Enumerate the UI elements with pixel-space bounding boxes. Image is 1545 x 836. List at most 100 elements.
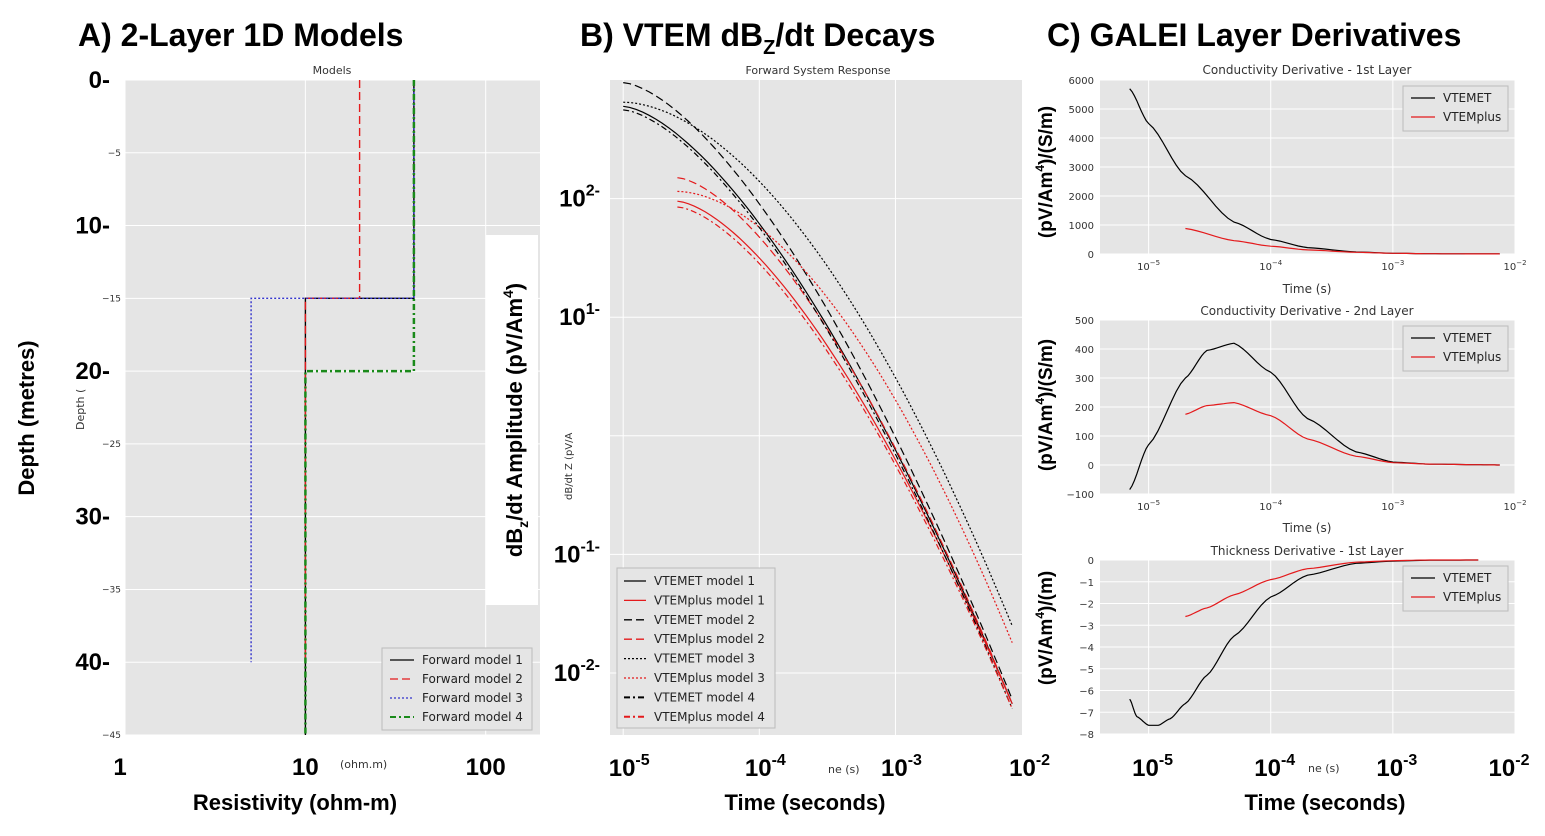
- series-line: [250, 80, 415, 663]
- deriv2-yticks: −100 0 100 200 300 400 500: [1067, 316, 1094, 501]
- y-tick-label: 5000: [1069, 105, 1094, 116]
- series-line: [304, 80, 416, 735]
- decays-legend: VTEMET model 1 VTEMplus model 1 VTEMET mod…: [616, 567, 776, 729]
- deriv3-overlay-xticks: 10-5 10-4 10-3 10-2: [1132, 752, 1529, 782]
- x-tick-label: 10-5: [1132, 752, 1173, 782]
- y-tick-label: −3: [1079, 621, 1094, 632]
- legend-label: VTEMplus: [1443, 350, 1501, 364]
- legend-label: VTEMET model 3: [654, 652, 755, 666]
- decays-lines: [623, 82, 1013, 709]
- series-line: [304, 80, 361, 663]
- series-line: [623, 109, 1013, 709]
- y-tick-label: 10-: [75, 213, 110, 240]
- x-tick-label: 10-4: [745, 752, 786, 782]
- y-tick-label: 0-: [89, 67, 110, 94]
- x-tick-label: 10−4: [1259, 259, 1283, 273]
- y-tick-label: 10-1-: [554, 538, 600, 568]
- series-line: [623, 105, 1013, 705]
- models-grid: [124, 79, 540, 736]
- y-tick-label: −15: [102, 294, 121, 304]
- x-tick-label: 10−3: [1381, 259, 1404, 273]
- models-small-yticks: −5 −15 −25 −35 −45: [102, 149, 121, 741]
- y-tick-label: −1: [1079, 578, 1094, 589]
- y-tick-label: 0: [1088, 250, 1094, 261]
- y-tick-label: 10-2-: [554, 657, 600, 687]
- y-tick-label: 300: [1075, 374, 1094, 385]
- y-tick-label: 101-: [559, 301, 600, 331]
- y-tick-label: 30-: [75, 504, 110, 531]
- y-tick-label: 1000: [1069, 221, 1094, 232]
- models-overlay-yticks: 0- 10- 20- 30- 40-: [75, 67, 110, 676]
- x-tick-label: 10−2: [1503, 259, 1526, 273]
- x-tick-label: 10-3: [881, 752, 922, 782]
- models-chart: Models −5 −15 −25 −35 −45 Depth ( (ohm.m) Fo…: [14, 64, 540, 815]
- decays-chart: Forward System Response dB/dt Z (pV/A ne…: [486, 64, 1050, 815]
- panel-a-heading: A) 2-Layer 1D Models: [78, 17, 403, 53]
- legend-label: VTEMET: [1443, 331, 1492, 345]
- y-tick-label: −4: [1079, 643, 1094, 654]
- x-tick-label: 10−3: [1381, 499, 1404, 513]
- x-tick-label: 100: [466, 754, 506, 781]
- legend-label: VTEMplus model 2: [654, 632, 765, 646]
- x-tick-label: 1: [113, 754, 126, 781]
- x-tick-label: 10-3: [1376, 752, 1417, 782]
- deriv1-title: Conductivity Derivative - 1st Layer: [1203, 63, 1412, 77]
- models-ylabel: Depth (metres): [14, 340, 39, 495]
- x-tick-label: 10-4: [1254, 752, 1295, 782]
- y-tick-label: 4000: [1069, 134, 1094, 145]
- deriv2-xlabel: Time (s): [1282, 521, 1332, 535]
- legend-label: VTEMplus model 4: [654, 710, 765, 724]
- series-line: [677, 177, 1013, 705]
- legend-label: VTEMplus model 3: [654, 671, 765, 685]
- y-tick-label: −7: [1079, 708, 1094, 719]
- x-tick-label: 10-5: [609, 752, 650, 782]
- y-tick-label: 100: [1075, 432, 1094, 443]
- y-tick-label: 102-: [559, 183, 600, 213]
- deriv3-small-xlabel: ne (s): [1308, 762, 1340, 775]
- x-tick-label: 10-2: [1009, 752, 1050, 782]
- deriv1-chart: Conductivity Derivative - 1st Layer 0 100…: [1033, 63, 1527, 296]
- decays-small-ylabel: dB/dt Z (pV/A: [564, 432, 575, 500]
- series-line: [677, 206, 1013, 709]
- deriv2-legend: VTEMET VTEMplus: [1402, 325, 1509, 372]
- x-tick-label: 10−5: [1137, 259, 1160, 273]
- decays-overlay-yticks: 102- 101- 10-1- 10-2-: [554, 183, 600, 687]
- deriv3-xlabel: Time (seconds): [1245, 790, 1406, 815]
- deriv3-chart: Thickness Derivative - 1st Layer −8−7−6−…: [1033, 544, 1530, 815]
- deriv2-lines: [1129, 342, 1500, 490]
- deriv1-ylabel: (pV/Am4)/(S/m): [1033, 106, 1057, 238]
- models-lines: [250, 80, 416, 735]
- series-line: [623, 82, 1013, 700]
- deriv1-yticks: 0 1000 2000 3000 4000 5000 6000: [1069, 76, 1094, 261]
- legend-label: VTEMET: [1443, 91, 1492, 105]
- y-tick-label: 0: [1088, 461, 1094, 472]
- decays-small-xlabel: ne (s): [828, 763, 860, 776]
- decays-ylabel: dBz/dt Amplitude (pV/Am4): [500, 283, 531, 557]
- models-title: Models: [313, 64, 352, 77]
- series-line: [1185, 227, 1500, 255]
- legend-label: Forward model 1: [422, 653, 523, 667]
- y-tick-label: −35: [102, 585, 121, 595]
- x-tick-label: 10−4: [1259, 499, 1283, 513]
- decays-xlabel: Time (seconds): [725, 790, 886, 815]
- deriv3-title: Thickness Derivative - 1st Layer: [1210, 544, 1404, 558]
- deriv2-ylabel: (pV/Am4)/(S/m): [1033, 339, 1057, 471]
- legend-label: Forward model 3: [422, 691, 523, 705]
- y-tick-label: 2000: [1069, 192, 1094, 203]
- series-line: [1185, 559, 1479, 618]
- models-small-xlabel: (ohm.m): [340, 758, 387, 771]
- models-plot-area: [125, 80, 540, 735]
- y-tick-label: −45: [102, 731, 121, 741]
- y-tick-label: 500: [1075, 316, 1094, 327]
- y-tick-label: 200: [1075, 403, 1094, 414]
- y-tick-label: −5: [1079, 665, 1094, 676]
- deriv2-xticks: 10−5 10−4 10−3 10−2: [1137, 499, 1526, 513]
- decays-overlay-xticks: 10-5 10-4 10-3 10-2: [609, 752, 1050, 782]
- legend-label: VTEMET model 4: [654, 690, 755, 704]
- legend-label: VTEMET: [1443, 571, 1492, 585]
- x-tick-label: 10: [292, 754, 319, 781]
- x-tick-label: 10−5: [1137, 499, 1160, 513]
- y-tick-label: −8: [1079, 730, 1094, 741]
- deriv1-xlabel: Time (s): [1282, 282, 1332, 296]
